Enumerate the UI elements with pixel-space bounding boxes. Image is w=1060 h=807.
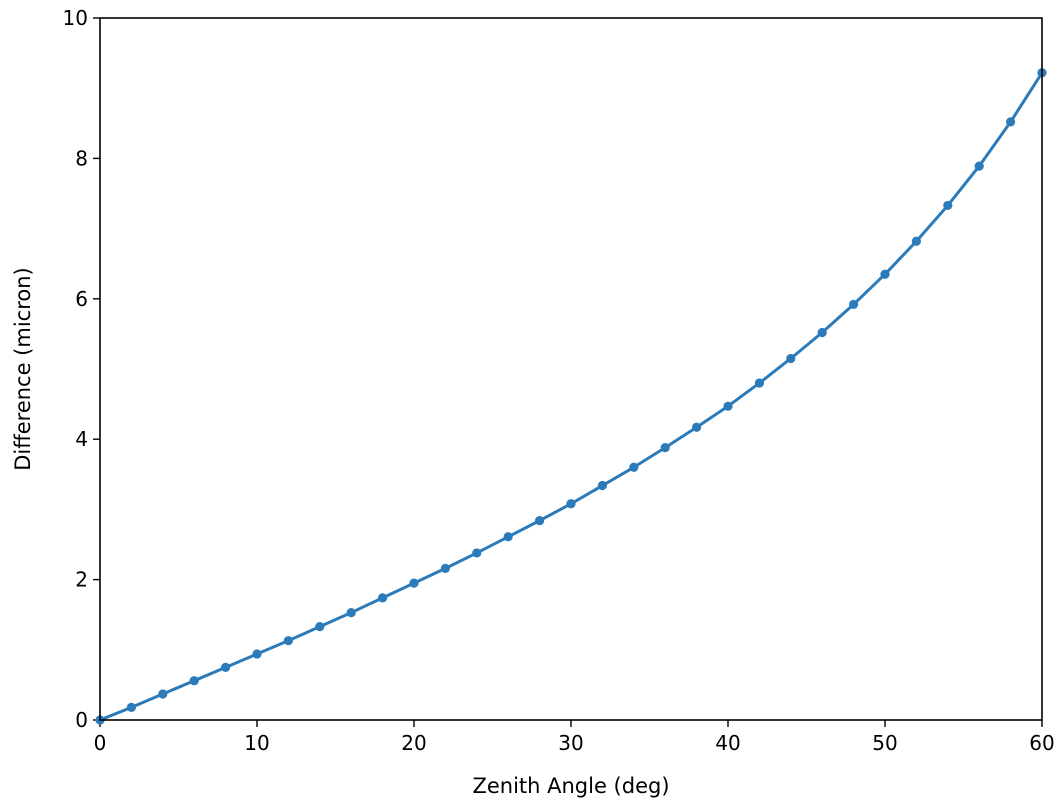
data-point bbox=[754, 378, 765, 388]
data-point bbox=[597, 480, 608, 491]
data-point bbox=[911, 236, 922, 246]
y-axis-label: Difference (micron) bbox=[11, 267, 35, 471]
axis-ticks: 0 10 20 30 40 50 60 0 2 4 6 8 10 bbox=[63, 6, 1055, 755]
y-tick-label: 0 bbox=[75, 708, 88, 732]
data-point bbox=[566, 499, 576, 509]
data-point bbox=[126, 702, 136, 712]
data-point bbox=[346, 607, 356, 618]
data-point bbox=[283, 636, 293, 646]
data-point bbox=[378, 593, 388, 603]
data-point bbox=[158, 689, 168, 699]
data-point bbox=[786, 353, 796, 364]
data-point bbox=[849, 299, 859, 310]
data-point bbox=[629, 462, 639, 472]
plot-frame bbox=[99, 17, 1043, 721]
y-tick-label: 10 bbox=[63, 6, 88, 30]
y-tick-label: 8 bbox=[75, 146, 88, 170]
x-tick-label: 60 bbox=[1029, 731, 1054, 755]
x-tick-label: 30 bbox=[558, 731, 583, 755]
data-point bbox=[503, 532, 513, 542]
y-tick-label: 2 bbox=[75, 568, 88, 592]
data-point bbox=[692, 422, 702, 432]
data-point bbox=[974, 161, 984, 171]
x-tick-label: 20 bbox=[401, 731, 426, 755]
data-point bbox=[409, 578, 419, 588]
y-tick-label: 6 bbox=[75, 287, 88, 311]
data-point bbox=[440, 563, 450, 573]
data-point bbox=[660, 443, 670, 453]
data-point bbox=[817, 327, 827, 338]
data-point bbox=[723, 401, 733, 411]
data-point bbox=[472, 548, 482, 558]
data-point bbox=[535, 516, 545, 526]
data-point bbox=[1006, 117, 1016, 127]
series-line bbox=[98, 71, 1044, 722]
data-point bbox=[221, 662, 231, 672]
series-layer bbox=[95, 68, 1047, 725]
x-tick-label: 0 bbox=[94, 731, 107, 755]
y-tick-label: 4 bbox=[75, 427, 88, 451]
x-tick-label: 10 bbox=[244, 731, 269, 755]
x-tick-label: 40 bbox=[715, 731, 740, 755]
x-tick-label: 50 bbox=[872, 731, 897, 755]
data-point bbox=[315, 622, 325, 632]
data-point bbox=[252, 649, 262, 659]
x-axis-label: Zenith Angle (deg) bbox=[472, 774, 669, 798]
data-point bbox=[189, 676, 199, 686]
data-point bbox=[880, 269, 890, 279]
data-point bbox=[943, 200, 953, 211]
